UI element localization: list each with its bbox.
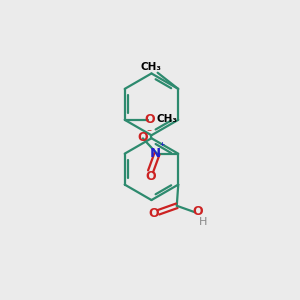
Text: O: O [192,205,203,218]
Text: ⁺: ⁺ [160,142,165,152]
Text: H: H [199,217,208,227]
Text: O: O [144,113,155,126]
Text: ⁻: ⁻ [147,128,152,138]
Text: O: O [138,131,148,144]
Text: O: O [145,170,156,183]
Text: CH₃: CH₃ [141,62,162,72]
Text: CH₃: CH₃ [156,114,177,124]
Text: N: N [150,147,161,160]
Text: O: O [148,207,158,220]
